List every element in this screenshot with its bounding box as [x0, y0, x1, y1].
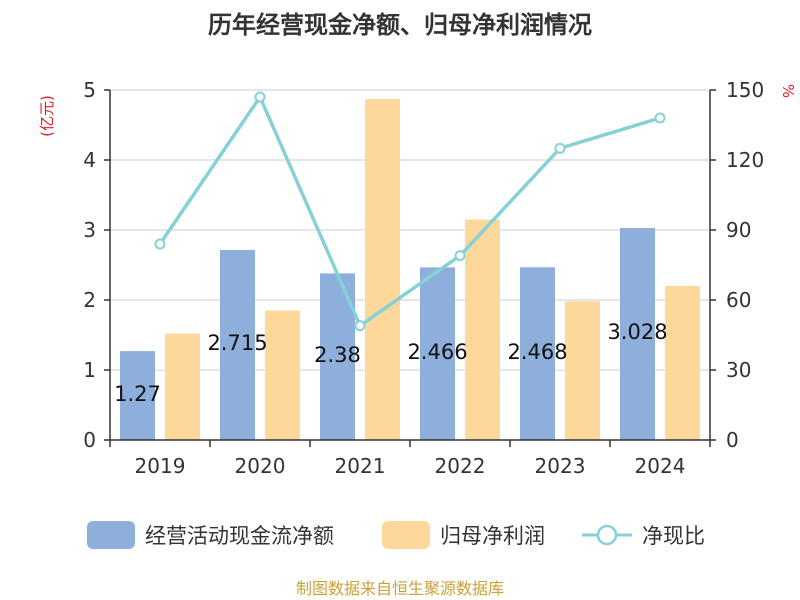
legend-label-netprofit: 归母净利润	[440, 524, 545, 548]
bar-cashflow	[520, 267, 555, 440]
x-tick-label: 2022	[435, 454, 486, 478]
y-right-tick-label: 30	[726, 358, 751, 382]
x-tick-label: 2023	[535, 454, 586, 478]
legend: 经营活动现金流净额 归母净利润 净现比	[87, 521, 705, 549]
y-left-tick-label: 2	[83, 288, 96, 312]
source-note: 制图数据来自恒生聚源数据库	[296, 579, 504, 598]
ratio-line	[154, 91, 666, 332]
data-labels: 1.27 2.715 2.38 2.466 2.468 3.028	[114, 320, 667, 406]
y-left-tick-label: 4	[83, 148, 96, 172]
ratio-point	[454, 250, 466, 262]
legend-label-ratio: 净现比	[642, 524, 705, 548]
ratio-point	[654, 112, 666, 124]
y-left-tick-label: 5	[83, 78, 96, 102]
y-left-tick-label: 3	[83, 218, 96, 242]
y-right-tick-label: 150	[726, 78, 764, 102]
bar-data-label: 2.715	[207, 331, 267, 355]
y-left-tick-label: 1	[83, 358, 96, 382]
bar-cashflow	[120, 351, 155, 440]
bar-cashflow	[220, 249, 255, 440]
x-tick-label: 2024	[635, 454, 686, 478]
legend-swatch-cashflow	[87, 521, 135, 549]
bars	[120, 99, 700, 440]
x-tick-label: 2019	[135, 454, 186, 478]
legend-swatch-netprofit	[382, 521, 430, 549]
bar-data-label: 3.028	[607, 320, 667, 344]
ratio-point	[154, 238, 166, 250]
ratio-point	[554, 142, 566, 154]
y-right-unit: %	[779, 84, 797, 98]
y-left-unit: (亿元)	[38, 95, 56, 137]
x-tick-label: 2021	[335, 454, 386, 478]
bar-data-label: 1.27	[114, 382, 161, 406]
bar-netprofit	[165, 333, 200, 440]
y-right-tick-label: 60	[726, 288, 751, 312]
ratio-line-path	[158, 93, 661, 329]
bar-cashflow	[620, 228, 655, 440]
y-right-tick-label: 0	[726, 428, 739, 452]
bar-netprofit	[665, 286, 700, 440]
bar-cashflow	[420, 267, 455, 440]
ratio-point	[254, 91, 266, 103]
chart-title: 历年经营现金净额、归母净利润情况	[208, 11, 592, 39]
axes: 0 0 1 30 2 60 3 90 4 120 5 150 (亿元)% 2019 2020 2021 2022…	[38, 78, 797, 478]
ratio-point	[354, 320, 366, 332]
bar-data-label: 2.38	[314, 343, 361, 367]
bar-data-label: 2.468	[507, 340, 567, 364]
y-right-tick-label: 90	[726, 218, 751, 242]
y-left-tick-label: 0	[83, 428, 96, 452]
x-tick-label: 2020	[235, 454, 286, 478]
y-right-tick-label: 120	[726, 148, 764, 172]
grid	[110, 89, 710, 371]
legend-label-cashflow: 经营活动现金流净额	[145, 524, 334, 548]
bar-data-label: 2.466	[407, 340, 467, 364]
bar-netprofit	[465, 219, 500, 440]
legend-marker-ratio	[596, 524, 618, 546]
bar-netprofit	[365, 99, 400, 440]
bar-netprofit	[265, 310, 300, 440]
bar-netprofit	[565, 301, 600, 440]
